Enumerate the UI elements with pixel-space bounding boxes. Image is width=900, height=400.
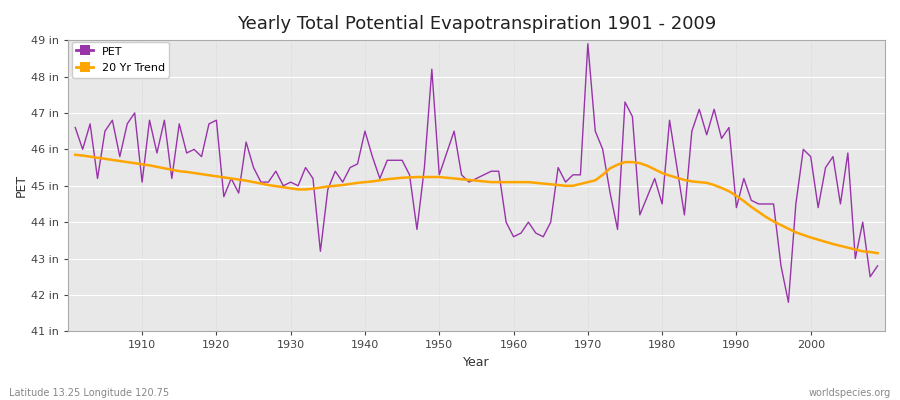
Title: Yearly Total Potential Evapotranspiration 1901 - 2009: Yearly Total Potential Evapotranspiratio… (237, 15, 716, 33)
X-axis label: Year: Year (464, 356, 490, 369)
Text: Latitude 13.25 Longitude 120.75: Latitude 13.25 Longitude 120.75 (9, 388, 169, 398)
Text: worldspecies.org: worldspecies.org (809, 388, 891, 398)
Y-axis label: PET: PET (15, 174, 28, 197)
Legend: PET, 20 Yr Trend: PET, 20 Yr Trend (72, 42, 169, 78)
